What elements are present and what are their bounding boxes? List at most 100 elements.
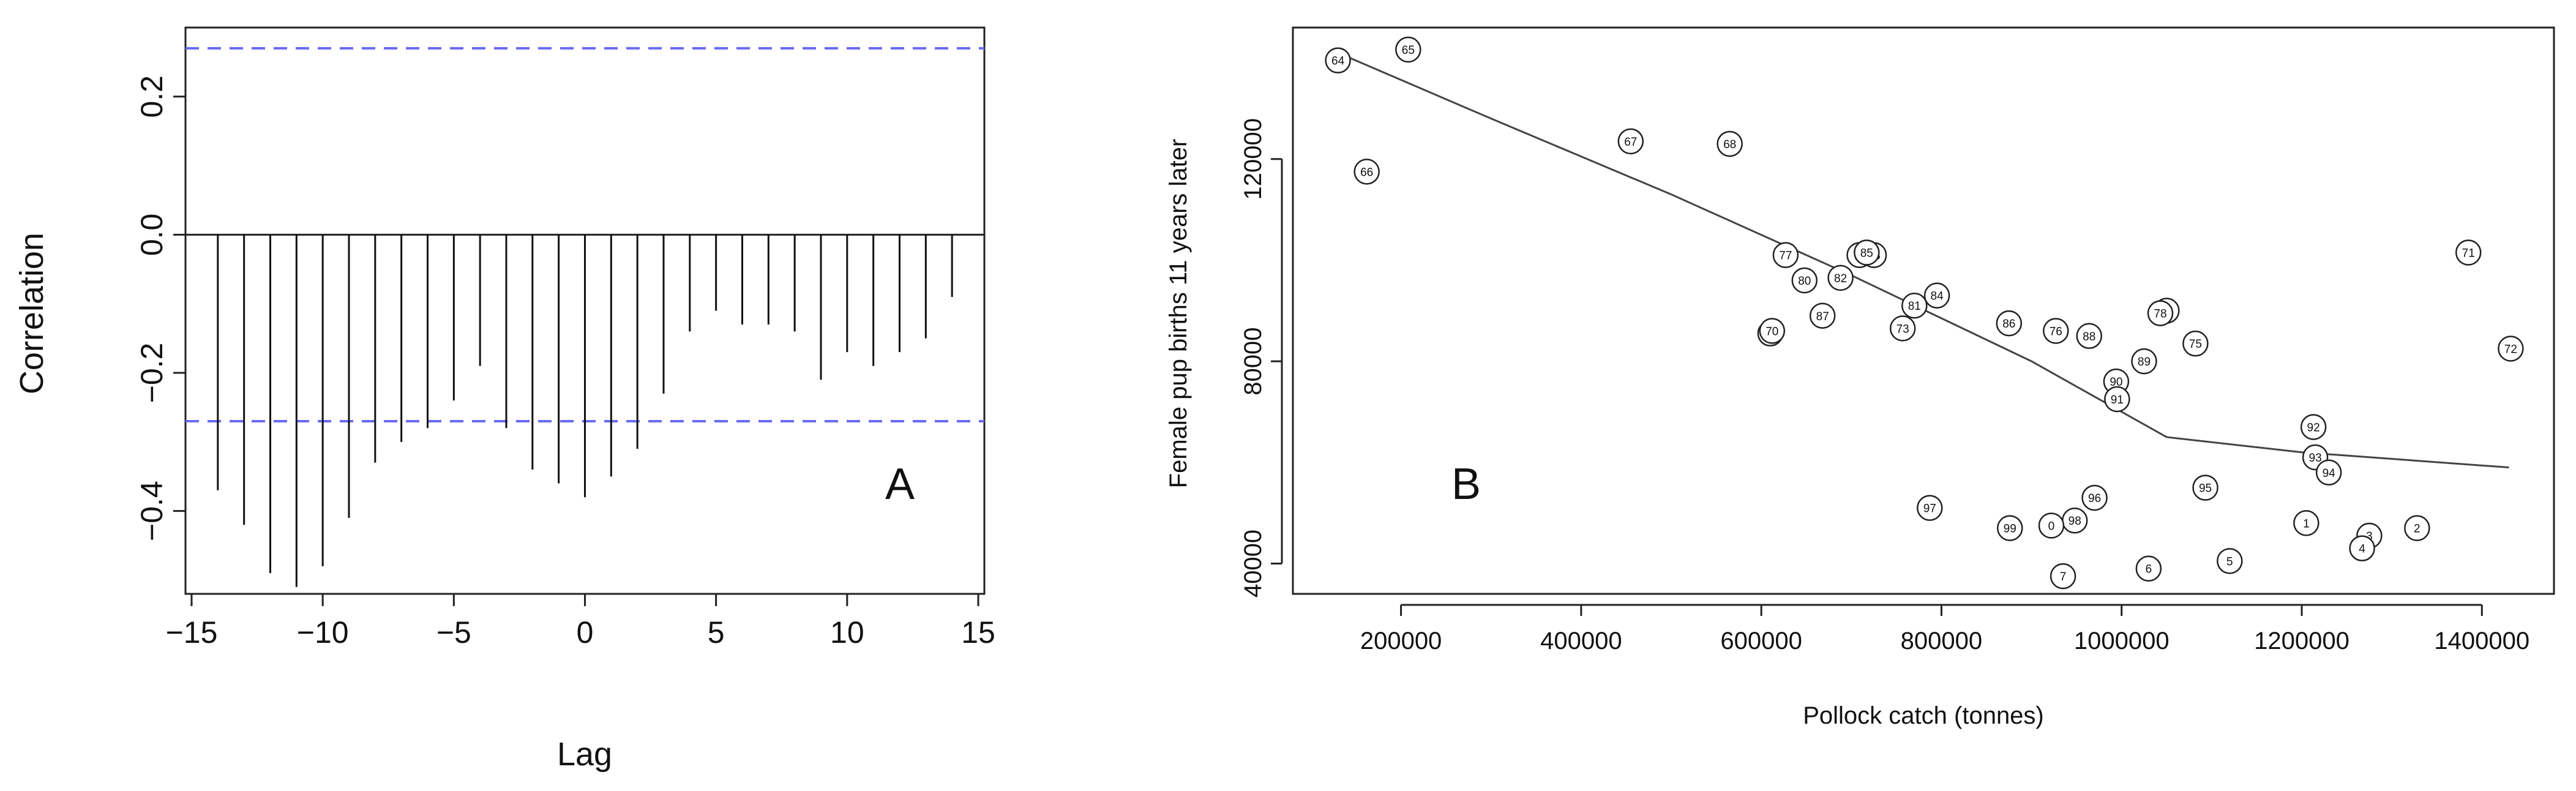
scatter-y-axis-label: Female pup births 11 years later <box>1165 139 1192 489</box>
smooth-trend-line <box>1337 51 2509 469</box>
scatter-point: 68 <box>1717 130 1743 157</box>
scatter-point: 86 <box>1996 310 2023 337</box>
acf-y-axis-label: Correlation <box>13 233 50 394</box>
scatter-point-label: 92 <box>2307 421 2320 434</box>
scatter-point-label: 1 <box>2303 517 2310 530</box>
scatter-point-label: 94 <box>2323 467 2336 480</box>
scatter-point-marker <box>1759 318 1786 344</box>
scatter-x-tick-label: 200000 <box>1360 628 1442 654</box>
acf-x-tick-label: 5 <box>708 615 725 650</box>
scatter-point-marker <box>1791 267 1818 294</box>
scatter-point: 65 <box>1395 36 1421 63</box>
scatter-point-marker <box>1809 302 1836 329</box>
acf-x-axis: −15 −10 −5 0 5 10 15 <box>166 593 995 650</box>
scatter-point-label: 99 <box>2004 523 2016 536</box>
scatter-point: 82 <box>1827 264 1854 291</box>
acf-x-axis-label: Lag <box>557 736 612 773</box>
scatter-point-label: 80 <box>1798 275 1811 288</box>
scatter-point-label: 76 <box>2050 326 2062 339</box>
scatter-point: 66 <box>1354 159 1380 185</box>
acf-x-tick-label: −5 <box>436 615 471 650</box>
scatter-point-marker <box>1827 264 1854 291</box>
scatter-point: 0 <box>2038 512 2065 539</box>
scatter-point-label: 98 <box>2069 515 2081 528</box>
scatter-point-marker <box>2349 535 2375 561</box>
scatter-point-marker <box>1325 47 1351 73</box>
scatter-point: 71 <box>2455 239 2482 266</box>
acf-y-tick-label: −0.2 <box>135 343 169 403</box>
acf-y-tick-label: 0.2 <box>135 75 169 118</box>
acf-y-tick-label: −0.4 <box>135 481 169 541</box>
acf-x-tick-label: −15 <box>166 615 218 650</box>
scatter-point: 81 <box>1901 292 1928 319</box>
scatter-point-label: 95 <box>2199 482 2212 495</box>
scatter-point-marker <box>2315 459 2342 486</box>
scatter-point-label: 7 <box>2060 571 2067 583</box>
scatter-point: 87 <box>1809 302 1836 329</box>
scatter-point: 98 <box>2061 507 2088 534</box>
scatter-point: 89 <box>2131 348 2157 375</box>
scatter-point: 84 <box>1923 282 1950 309</box>
acf-y-axis: −0.4 −0.2 0.0 0.2 <box>135 75 185 541</box>
acf-y-tick-label: 0.0 <box>135 214 169 257</box>
scatter-point: 80 <box>1791 267 1818 294</box>
scatter-point-label: 64 <box>1331 55 1345 68</box>
scatter-point-marker <box>2131 348 2157 375</box>
scatter-point-label: 77 <box>1779 250 1792 263</box>
scatter-point-marker <box>2104 386 2130 413</box>
scatter-point-label: 75 <box>2189 338 2202 351</box>
scatter-point: 78 <box>2147 300 2174 326</box>
scatter-point-marker <box>2076 323 2102 350</box>
acf-x-tick-label: 15 <box>961 615 995 650</box>
scatter-point: 6 <box>2135 555 2162 582</box>
scatter-point: 72 <box>2498 336 2524 362</box>
scatter-point-marker <box>2498 336 2524 362</box>
scatter-x-tick-label: 1400000 <box>2434 628 2529 654</box>
scatter-x-axis: 200000 400000 600000 800000 1000000 1200000 14… <box>1360 604 2529 654</box>
scatter-point-marker <box>2043 318 2069 344</box>
scatter-x-axis-label: Pollock catch (tonnes) <box>1803 702 2044 729</box>
scatter-point-label: 2 <box>2414 523 2421 536</box>
scatter-point-marker <box>1889 315 1916 342</box>
scatter-y-tick-label: 80000 <box>1240 327 1267 395</box>
scatter-point: 73 <box>1889 315 1916 342</box>
scatter-point-label: 3 <box>2366 530 2373 543</box>
scatter-point-label: 81 <box>1908 300 1921 313</box>
scatter-plot-frame <box>1292 26 2555 595</box>
scatter-point: 97 <box>1917 495 1943 521</box>
scatter-point: 96 <box>2081 484 2108 511</box>
scatter-point-marker <box>2038 512 2065 539</box>
scatter-point-marker <box>2192 474 2218 501</box>
scatter-point: 93 <box>2302 444 2329 471</box>
scatter-x-tick-label: 800000 <box>1901 628 1982 654</box>
scatter-point: 70 <box>1759 318 1786 344</box>
scatter-point-label: 84 <box>1931 290 1944 303</box>
scatter-point: 77 <box>1772 242 1799 268</box>
scatter-point-label: 66 <box>1360 166 1373 179</box>
scatter-point-label: 72 <box>2504 343 2517 356</box>
scatter-point-marker <box>1772 242 1799 268</box>
scatter-point-label: 65 <box>1402 44 1415 57</box>
scatter-point-label: 78 <box>2154 308 2166 321</box>
acf-x-tick-label: 0 <box>577 615 594 650</box>
scatter-point-label: 6 <box>2146 563 2152 576</box>
scatter-point-marker <box>2147 300 2174 326</box>
scatter-point: 92 <box>2300 414 2327 440</box>
scatter-point-marker <box>2293 510 2320 536</box>
scatter-point-label: 67 <box>1624 136 1637 149</box>
scatter-point: 5 <box>2217 548 2243 574</box>
scatter-point-marker <box>2050 563 2076 590</box>
scatter-point-marker <box>2081 484 2108 511</box>
scatter-point: 95 <box>2192 474 2218 501</box>
scatter-x-tick-label: 1000000 <box>2074 628 2170 654</box>
scatter-point-label: 88 <box>2083 331 2095 343</box>
scatter-point-marker <box>1354 159 1380 185</box>
scatter-point-label: 90 <box>2110 376 2122 389</box>
scatter-chart: 200000 400000 600000 800000 1000000 1200000 14… <box>1165 26 2555 729</box>
scatter-point-label: 89 <box>2138 356 2151 369</box>
scatter-point-marker <box>1917 495 1943 521</box>
scatter-point-marker <box>2182 330 2209 357</box>
scatter-point: 88 <box>2076 323 2102 350</box>
scatter-point-marker <box>2300 414 2327 440</box>
scatter-point-label: 0 <box>2048 520 2055 533</box>
